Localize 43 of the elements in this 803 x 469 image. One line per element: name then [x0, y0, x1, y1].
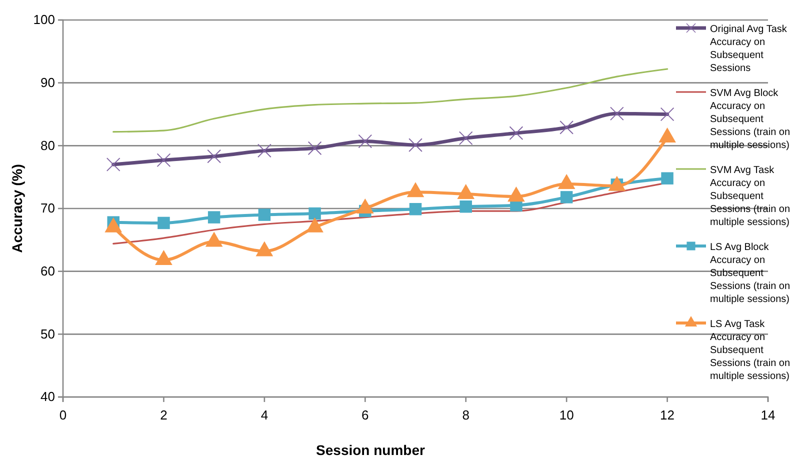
- x-tick-label: 8: [462, 407, 470, 422]
- y-tick-label: 100: [33, 12, 55, 28]
- y-tick-label: 50: [40, 326, 55, 342]
- point: [460, 200, 472, 213]
- y-tick-label: 80: [40, 138, 55, 153]
- point: [257, 144, 272, 158]
- point: [458, 131, 473, 146]
- x-tick-label: 2: [160, 407, 168, 422]
- point: [560, 191, 573, 204]
- point: [509, 126, 524, 140]
- legend-label: Original Avg Task Accuracy on Subsequent Sessions: [710, 24, 788, 74]
- x-tick-label: 10: [559, 407, 574, 422]
- legend-label: SVM Avg Task Accuracy on Subsequent Sessions (train on multiple sessions): [710, 165, 790, 228]
- point: [308, 141, 322, 156]
- point: [560, 120, 574, 134]
- point: [156, 153, 171, 168]
- point: [660, 107, 674, 122]
- point: [308, 207, 321, 220]
- legend-label: LS Avg Block Accuracy on Subsequent Sessions (train on multiple sessions): [710, 242, 790, 305]
- point: [158, 216, 170, 230]
- point: [258, 208, 271, 221]
- y-tick-label: 60: [40, 263, 55, 278]
- y-axis-title: Accuracy (%): [9, 164, 25, 253]
- y-tick-label: 90: [40, 74, 55, 90]
- point: [208, 211, 220, 224]
- y-tick-label: 70: [40, 200, 55, 216]
- point: [610, 106, 624, 121]
- point: [207, 149, 222, 164]
- legend-label: SVM Avg Block Accuracy on Subsequent Sessions (train on multiple sessions): [710, 88, 790, 151]
- point: [661, 172, 674, 184]
- x-tick-label: 4: [260, 407, 268, 422]
- x-tick-label: 14: [760, 407, 776, 422]
- x-axis-title: Session number: [316, 442, 426, 458]
- legend-label: LS Avg Task Accuracy on Subsequent Sessions (train on multiple sessions): [710, 319, 790, 382]
- x-tick-label: 12: [660, 407, 675, 422]
- point: [408, 138, 422, 152]
- x-tick-label: 0: [59, 407, 67, 422]
- y-tick-label: 40: [40, 389, 55, 404]
- point: [358, 134, 372, 148]
- point: [409, 203, 422, 216]
- point: [106, 158, 120, 172]
- line-series: [112, 68, 668, 133]
- x-tick-label: 6: [362, 407, 369, 422]
